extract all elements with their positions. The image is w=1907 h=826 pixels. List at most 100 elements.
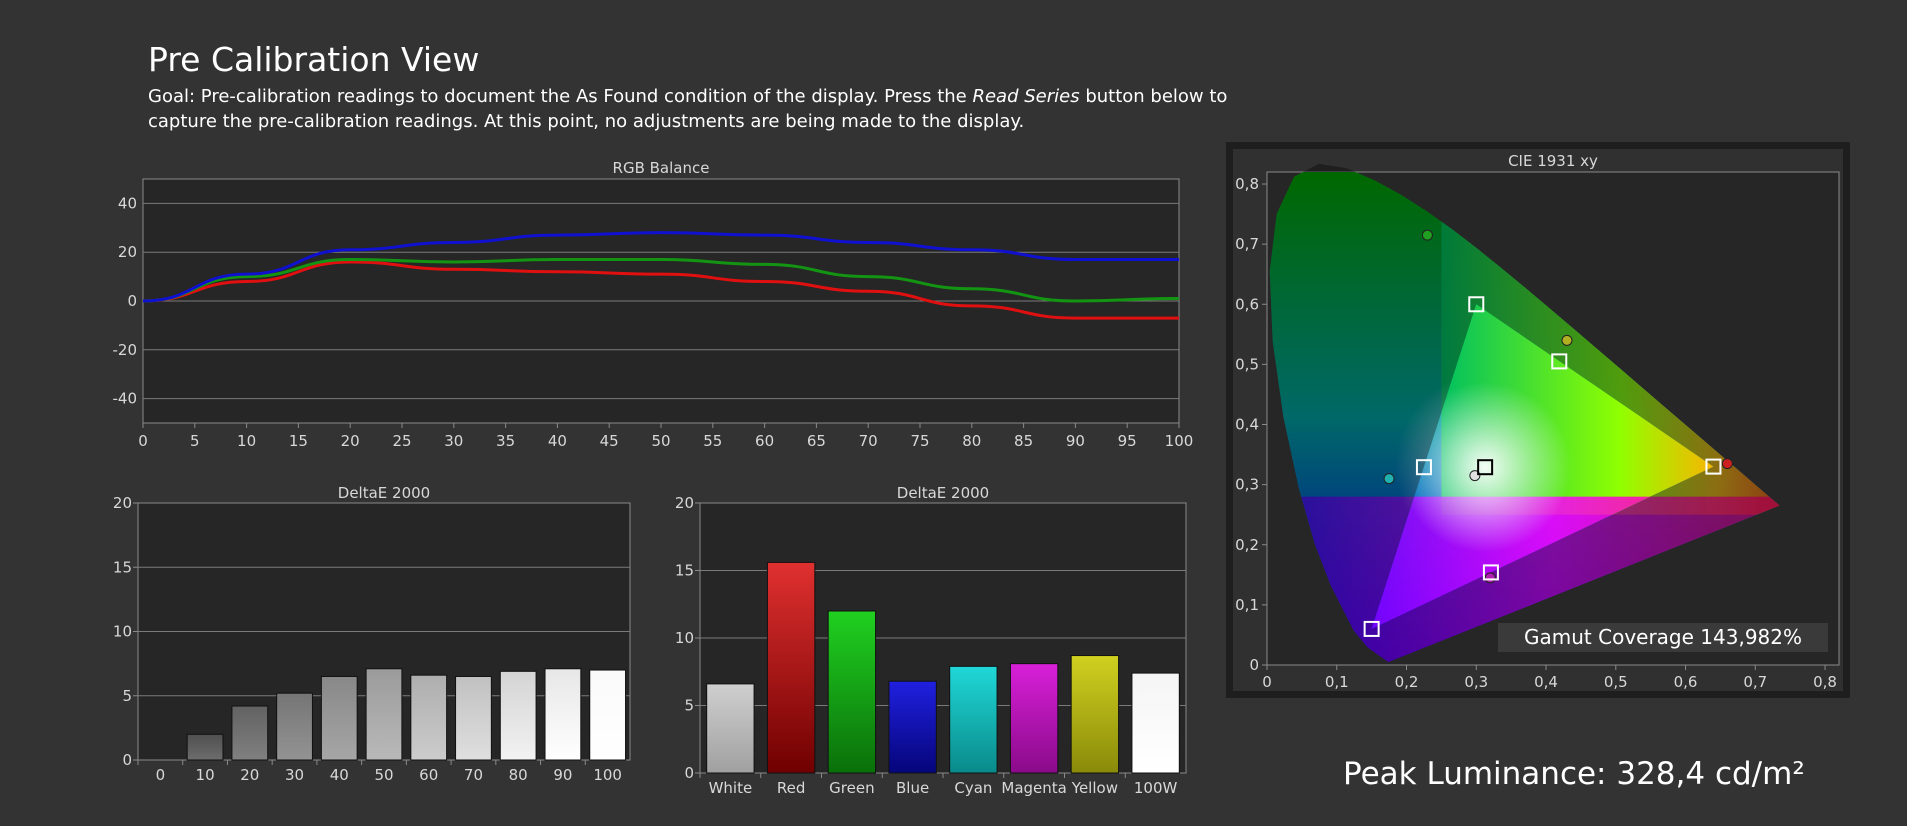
cie-target-marker xyxy=(1468,296,1485,313)
deltae-grayscale-xtick-label: 20 xyxy=(240,766,259,784)
cie-ytick-label: 0,3 xyxy=(1235,476,1259,494)
deltae-grayscale-bar xyxy=(320,675,358,761)
cie-title: CIE 1931 xy xyxy=(1508,152,1598,170)
deltae-grayscale-xtick-label: 100 xyxy=(593,766,622,784)
deltae-grayscale-bar xyxy=(410,674,448,761)
deltae-colors-title: DeltaE 2000 xyxy=(897,484,989,502)
deltae-grayscale-xtick-label: 60 xyxy=(419,766,438,784)
rgb-balance-xtick-label: 95 xyxy=(1118,432,1137,450)
goal-description: Goal: Pre-calibration readings to docume… xyxy=(148,84,1288,134)
rgb-balance-xtick-label: 70 xyxy=(859,432,878,450)
cie-ytick-label: 0,4 xyxy=(1235,416,1259,434)
deltae-bar-cyan xyxy=(949,665,998,774)
deltae-grayscale-xtick-label: 80 xyxy=(509,766,528,784)
deltae-colors-chart: DeltaE 2000 20 15 10 5 0 White Red Green Blue Cyan… xyxy=(675,484,1187,797)
cie-measured-point xyxy=(1383,473,1395,485)
deltae-grayscale-bar xyxy=(499,670,537,761)
rgb-balance-xtick-label: 85 xyxy=(1014,432,1033,450)
deltae-colors-ytick-label: 15 xyxy=(675,562,694,580)
blue-series-line xyxy=(142,231,1179,303)
cie-target-marker xyxy=(1363,620,1380,637)
cie-xtick-label: 0,5 xyxy=(1604,673,1628,691)
deltae-grayscale-xtick-label: 30 xyxy=(285,766,304,784)
deltae-grayscale-xtick-label: 70 xyxy=(464,766,483,784)
rgb-balance-ytick-label: 20 xyxy=(118,243,137,261)
deltae-grayscale-xtick-label: 0 xyxy=(156,766,166,784)
cie-ytick-label: 0,1 xyxy=(1235,596,1259,614)
green-series-line xyxy=(142,258,1180,303)
deltae-colors-ytick-label: 20 xyxy=(675,494,694,512)
deltae-grayscale-ytick-label: 15 xyxy=(113,558,132,576)
cie-target-marker xyxy=(1477,459,1494,476)
deltae-grayscale-bar xyxy=(455,675,492,761)
rgb-balance-xtick-label: 65 xyxy=(807,432,826,450)
goal-text-emphasis: Read Series xyxy=(972,86,1080,107)
rgb-balance-xtick-label: 10 xyxy=(237,432,256,450)
cie-measured-point xyxy=(1561,334,1573,346)
cie-xtick-label: 0,4 xyxy=(1534,673,1558,691)
deltae-grayscale-bar xyxy=(231,705,269,761)
red-series-line xyxy=(142,260,1179,320)
cie-chart: CIE 1931 xy 0 0,1 0,2 0,3 0,4 0,5 0,6 0,7 0,8 0,8 0… xyxy=(1226,142,1850,698)
cie-ytick-label: 0 xyxy=(1249,656,1259,674)
deltae-grayscale-ytick-label: 20 xyxy=(113,494,132,512)
deltae-bar-blue xyxy=(888,680,937,774)
cie-target-marker xyxy=(1415,459,1432,476)
goal-text-suffix: button below to capture the pre-calibrat… xyxy=(148,86,1228,132)
cie-ytick-label: 0,2 xyxy=(1235,536,1259,554)
cie-xtick-label: 0,2 xyxy=(1395,673,1419,691)
deltae-grayscale-xtick-label: 50 xyxy=(374,766,393,784)
rgb-balance-chart: RGB Balance 40 20 0 -20 -40 0 5 10 15 20 25 30 35 40 45… xyxy=(113,159,1194,450)
cie-xtick-label: 0 xyxy=(1262,673,1272,691)
rgb-balance-xtick-label: 25 xyxy=(392,432,411,450)
rgb-balance-xtick-label: 80 xyxy=(962,432,981,450)
cie-target-marker xyxy=(1482,564,1499,581)
rgb-balance-ytick-label: 40 xyxy=(118,194,137,212)
deltae-bar-green xyxy=(827,610,877,774)
deltae-colors-xtick-label: Magenta xyxy=(1001,779,1066,797)
cie-xtick-label: 0,6 xyxy=(1674,673,1698,691)
deltae-grayscale-bar xyxy=(186,733,224,761)
deltae-colors-xtick-label: Yellow xyxy=(1071,779,1118,797)
deltae-grayscale-ytick-label: 10 xyxy=(113,623,132,641)
deltae-grayscale-bar xyxy=(589,669,627,761)
peak-luminance: Peak Luminance: 328,4 cd/m² xyxy=(1343,756,1805,792)
rgb-balance-xtick-label: 90 xyxy=(1066,432,1085,450)
rgb-balance-xtick-label: 45 xyxy=(600,432,619,450)
cie-target-marker xyxy=(1551,353,1568,370)
deltae-bar-100w xyxy=(1131,672,1180,774)
cie-target-marker xyxy=(1705,458,1722,475)
cie-measured-point xyxy=(1421,229,1433,241)
rgb-balance-ytick-label: -20 xyxy=(113,341,138,359)
cie-xtick-label: 0,7 xyxy=(1743,673,1767,691)
cie-xtick-label: 0,8 xyxy=(1813,673,1837,691)
cie-ytick-label: 0,7 xyxy=(1235,235,1259,253)
rgb-balance-xtick-label: 0 xyxy=(138,432,148,450)
deltae-bar-white xyxy=(706,683,755,774)
rgb-balance-xtick-label: 30 xyxy=(444,432,463,450)
rgb-balance-xtick-label: 50 xyxy=(651,432,670,450)
rgb-balance-ytick-label: 0 xyxy=(127,292,137,310)
rgb-balance-xtick-label: 60 xyxy=(755,432,774,450)
rgb-balance-ytick-label: -40 xyxy=(113,390,138,408)
cie-tri-white xyxy=(1400,382,1571,553)
rgb-balance-xtick-label: 35 xyxy=(496,432,515,450)
deltae-colors-xtick-label: Green xyxy=(829,779,874,797)
cie-xtick-label: 0,1 xyxy=(1325,673,1349,691)
deltae-grayscale-bar xyxy=(544,668,582,761)
deltae-grayscale-ytick-label: 5 xyxy=(122,687,132,705)
deltae-grayscale-xtick-label: 90 xyxy=(553,766,572,784)
cie-ytick-label: 0,8 xyxy=(1235,175,1259,193)
cie-ytick-label: 0,6 xyxy=(1235,295,1259,313)
deltae-colors-ytick-label: 5 xyxy=(684,697,694,715)
deltae-grayscale-xtick-label: 40 xyxy=(330,766,349,784)
deltae-grayscale-ytick-label: 0 xyxy=(122,751,132,769)
cie-ytick-label: 0,5 xyxy=(1235,355,1259,373)
rgb-balance-xtick-label: 100 xyxy=(1165,432,1194,450)
goal-text-prefix: Goal: Pre-calibration readings to docume… xyxy=(148,86,973,107)
deltae-colors-xtick-label: White xyxy=(709,779,753,797)
rgb-balance-xtick-label: 55 xyxy=(703,432,722,450)
deltae-colors-xtick-label: Blue xyxy=(896,779,929,797)
rgb-balance-xtick-label: 15 xyxy=(289,432,308,450)
